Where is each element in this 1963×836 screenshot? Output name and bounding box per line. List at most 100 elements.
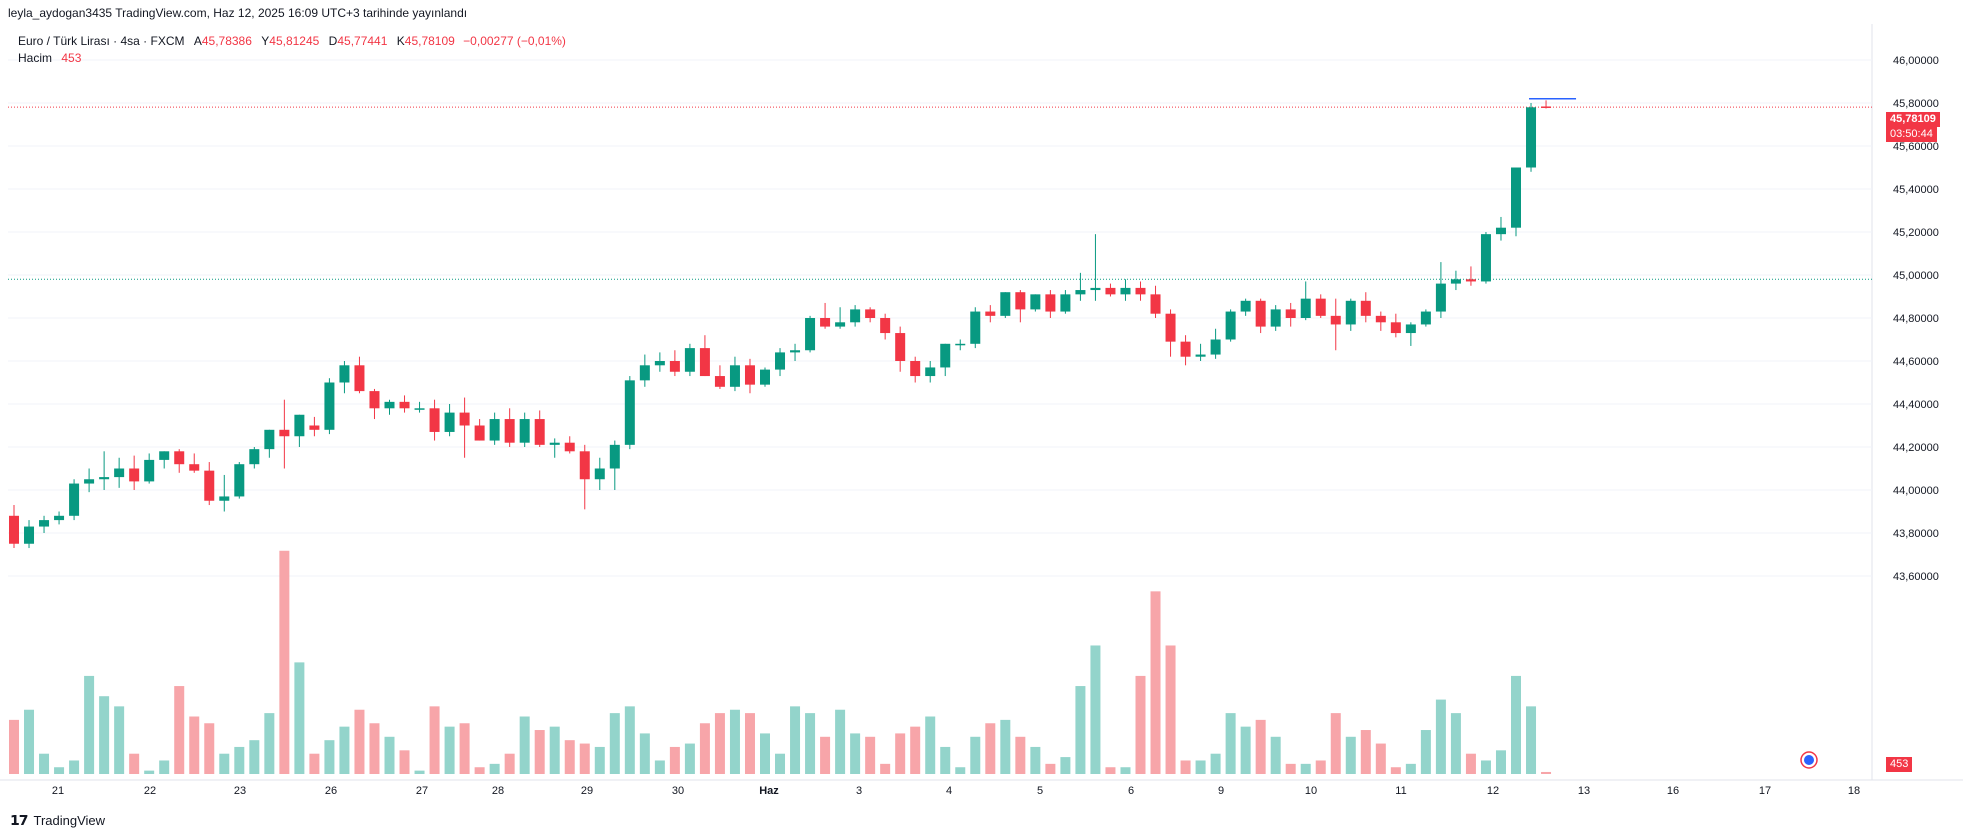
candle-body — [850, 309, 861, 323]
candle-body — [985, 311, 996, 316]
volume-bar — [684, 743, 695, 774]
chart-canvas[interactable]: 46,00000 45,80000 45,60000 45,40000 45,20000… — [0, 24, 1963, 836]
candle-body — [684, 348, 695, 372]
volume-bar — [985, 723, 996, 774]
volume-bar — [609, 713, 620, 774]
volume-bar — [1270, 736, 1281, 774]
volume-label[interactable]: Hacim — [18, 51, 53, 65]
candle-body — [1390, 322, 1401, 334]
candle-body — [1345, 300, 1356, 325]
volume-value: 453 — [61, 51, 82, 65]
volume-bar — [1300, 763, 1311, 774]
candle-body — [805, 318, 816, 351]
volume-bar — [1255, 719, 1266, 774]
x-tick-label: 16 — [1667, 785, 1679, 797]
candle-body — [1285, 309, 1296, 318]
volume-bar — [1090, 645, 1101, 774]
ohlc-legend: Euro / Türk Lirası · 4sa · FXCM A45,7838… — [18, 34, 566, 48]
chart-frame[interactable]: 46,00000 45,80000 45,60000 45,40000 45,20000… — [0, 24, 1963, 836]
volume-bar — [549, 726, 560, 774]
candle-body — [1405, 324, 1416, 334]
volume-bar — [9, 719, 19, 774]
candle-body — [744, 365, 755, 385]
candle-body — [1420, 311, 1431, 325]
candle-body — [1000, 292, 1011, 316]
branding[interactable]: 𝟭𝟳 TradingView — [10, 812, 105, 829]
volume-bar — [1105, 767, 1116, 774]
candle-body — [955, 343, 966, 346]
x-tick-label: 29 — [581, 785, 593, 797]
volume-bar — [1315, 760, 1326, 774]
candle-body — [1465, 279, 1476, 282]
volume-bar — [414, 770, 425, 774]
volume-bar — [249, 740, 260, 774]
y-tick-label: 45,80000 — [1893, 98, 1939, 110]
volume-bar — [669, 746, 680, 774]
candle-body — [189, 464, 200, 471]
volume-bar — [1450, 713, 1461, 774]
candle-body — [99, 477, 110, 480]
x-tick-label: 26 — [325, 785, 337, 797]
x-tick-label: 12 — [1487, 785, 1499, 797]
candle-body — [1075, 290, 1086, 295]
volume-legend: Hacim 453 — [18, 51, 81, 65]
candle-body — [504, 419, 515, 443]
x-tick-label: 3 — [856, 785, 862, 797]
candle-body — [1120, 287, 1131, 295]
candle-body — [294, 414, 305, 437]
volume-bar — [1000, 719, 1011, 774]
candle-body — [264, 429, 275, 450]
candle-body — [1330, 315, 1341, 325]
volume-bar — [204, 723, 215, 774]
candle-body — [1360, 300, 1371, 316]
low-key: D — [328, 34, 338, 48]
volume-bar — [910, 726, 921, 774]
volume-bar — [489, 763, 500, 774]
symbol-label[interactable]: Euro / Türk Lirası · 4sa · FXCM — [18, 34, 185, 48]
candle-body — [129, 468, 140, 482]
volume-bar — [729, 709, 740, 774]
candle-body — [519, 419, 530, 443]
volume-bar — [114, 706, 125, 774]
candle-body — [1240, 300, 1251, 312]
volume-bar — [1511, 675, 1521, 774]
candle-body — [1495, 227, 1506, 235]
candle-body — [654, 361, 665, 366]
volume-bar — [429, 706, 440, 774]
candle-body — [309, 425, 320, 430]
candle-body — [174, 451, 185, 465]
candle-body — [474, 425, 485, 441]
open-key: A — [193, 34, 202, 48]
volume-bar — [895, 733, 906, 774]
x-tick-label: 17 — [1759, 785, 1771, 797]
candle-body — [564, 442, 575, 452]
volume-bar — [639, 733, 650, 774]
volume-bar — [519, 716, 530, 774]
y-tick-label: 44,80000 — [1893, 313, 1939, 325]
candle-body — [1300, 298, 1311, 318]
tradingview-logo-icon: 𝟭𝟳 — [10, 812, 29, 828]
x-tick-label: 21 — [52, 785, 64, 797]
candle-body — [1060, 294, 1071, 312]
volume-bar — [1390, 767, 1401, 774]
change-value: −0,00277 (−0,01%) — [463, 34, 566, 48]
candle-body — [910, 361, 921, 377]
volume-bar — [925, 716, 936, 774]
countdown-tag: 03:50:44 — [1886, 127, 1937, 142]
volume-bar — [1405, 763, 1416, 774]
volume-bar — [174, 686, 185, 774]
branding-label: TradingView — [33, 813, 106, 828]
volume-bar — [820, 736, 831, 774]
candle-body — [1526, 107, 1537, 168]
x-tick-label: 9 — [1218, 785, 1224, 797]
candle-body — [714, 376, 725, 387]
candle-body — [1315, 298, 1326, 316]
candle-body — [940, 343, 951, 368]
candle-body — [775, 352, 786, 370]
volume-bar — [624, 706, 635, 774]
candle-body — [1015, 292, 1026, 310]
volume-bar — [474, 767, 485, 774]
volume-bar — [39, 753, 50, 774]
candle-body — [729, 365, 740, 387]
x-tick-label: 4 — [946, 785, 952, 797]
